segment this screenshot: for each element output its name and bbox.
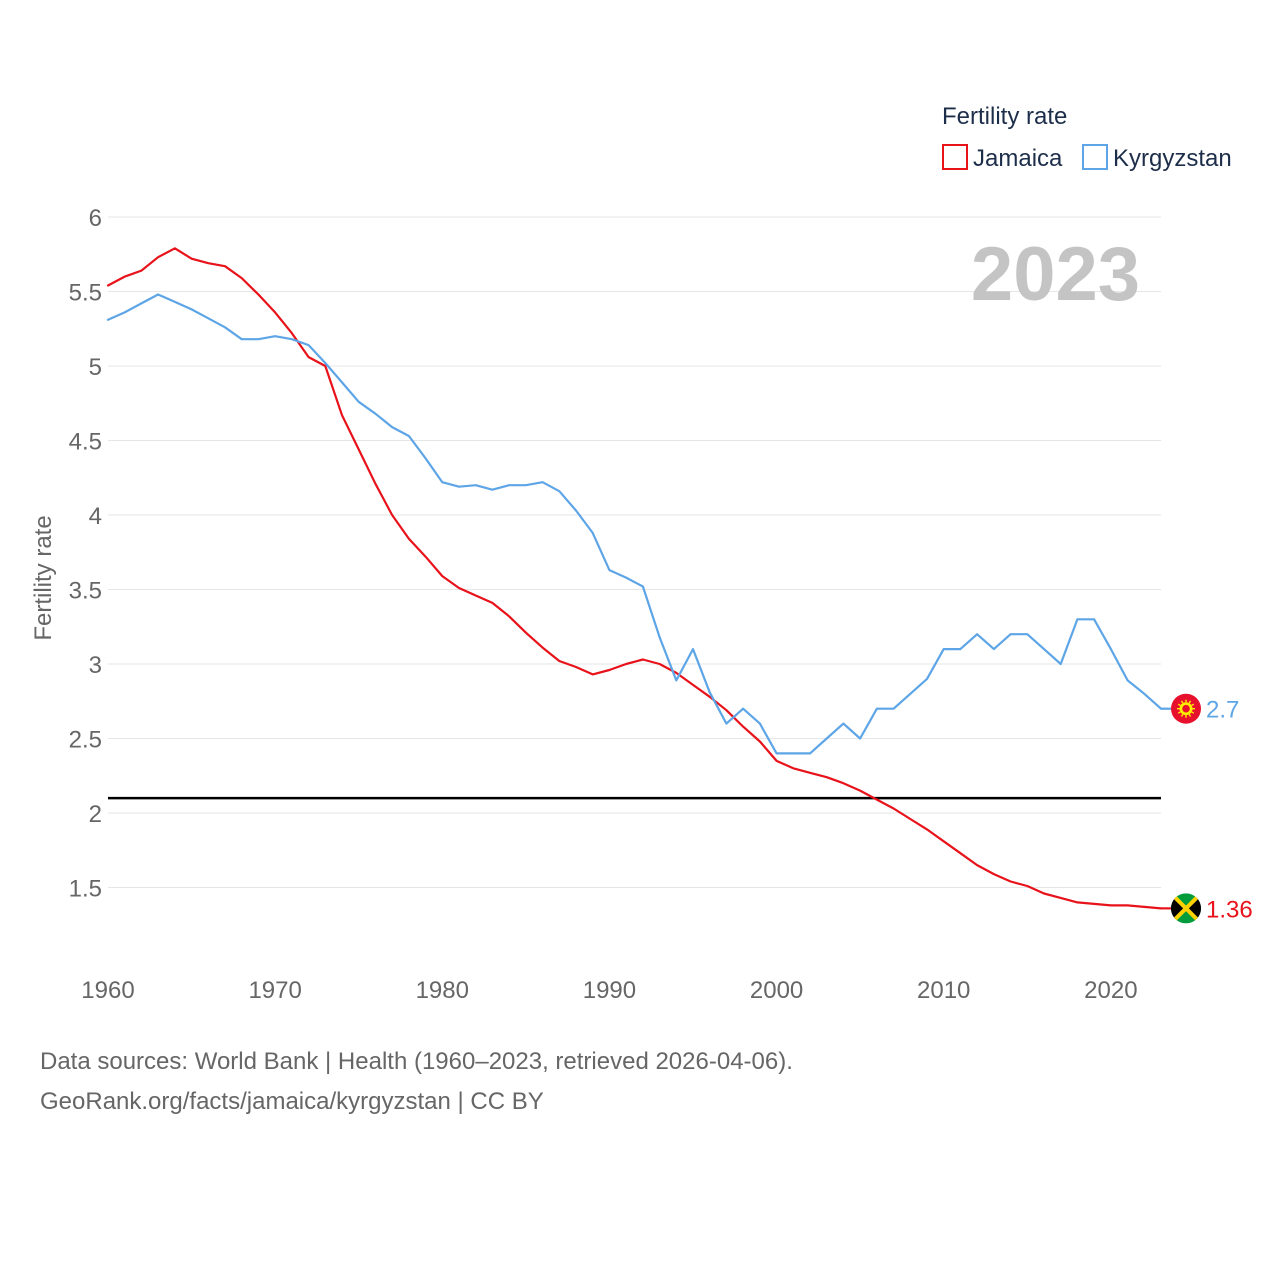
series-line-kyrgyzstan xyxy=(106,293,1163,755)
x-tick-label: 1960 xyxy=(81,977,134,1004)
legend-item-jamaica[interactable]: Jamaica xyxy=(942,144,1063,172)
y-axis-label: Fertility rate xyxy=(30,515,57,640)
end-value-label-jamaica: 1.36 xyxy=(1206,896,1253,923)
legend-label-jamaica: Jamaica xyxy=(973,145,1063,172)
fertility-rate-chart: 1.5 2 2.5 3 3.5 4 4.5 5 5.5 6 1960 1970 1980 1990 200… xyxy=(30,103,1253,1004)
y-tick-label: 3.5 xyxy=(69,578,102,605)
series-lines xyxy=(106,247,1163,910)
y-tick-label: 4 xyxy=(89,503,102,530)
legend-item-kyrgyzstan[interactable]: Kyrgyzstan xyxy=(1082,144,1232,172)
legend-swatch-kyrgyzstan xyxy=(1082,144,1108,170)
jamaica-flag-icon xyxy=(1171,893,1201,924)
y-tick-label: 1.5 xyxy=(69,876,102,903)
x-axis-ticks: 1960 1970 1980 1990 2000 2010 2020 xyxy=(81,977,1137,1004)
legend-title: Fertility rate xyxy=(942,103,1067,130)
x-tick-label: 1970 xyxy=(248,977,301,1004)
y-tick-label: 6 xyxy=(89,205,102,232)
legend: Fertility rate Jamaica Kyrgyzstan xyxy=(942,103,1232,172)
y-tick-label: 2.5 xyxy=(69,727,102,754)
footer-data-sources: Data sources: World Bank | Health (1960–… xyxy=(40,1048,793,1075)
kyrgyzstan-flag-icon xyxy=(1171,693,1201,724)
y-tick-label: 5.5 xyxy=(69,280,102,307)
x-tick-label: 2010 xyxy=(917,977,970,1004)
y-axis-ticks: 1.5 2 2.5 3 3.5 4 4.5 5 5.5 6 xyxy=(69,205,102,903)
series-line-jamaica xyxy=(106,247,1163,910)
end-value-label-kyrgyzstan: 2.7 xyxy=(1206,697,1239,724)
x-tick-label: 2000 xyxy=(750,977,803,1004)
y-tick-label: 4.5 xyxy=(69,429,102,456)
x-tick-label: 1990 xyxy=(583,977,636,1004)
legend-swatch-jamaica xyxy=(942,144,968,170)
footer-attribution: GeoRank.org/facts/jamaica/kyrgyzstan | C… xyxy=(40,1088,544,1115)
y-tick-label: 3 xyxy=(89,652,102,679)
y-tick-label: 5 xyxy=(89,354,102,381)
big-year-label: 2023 xyxy=(971,232,1140,317)
legend-label-kyrgyzstan: Kyrgyzstan xyxy=(1113,145,1232,172)
end-markers: 1.36 2.7 xyxy=(1161,693,1253,924)
gridlines xyxy=(108,216,1161,888)
x-tick-label: 1980 xyxy=(416,977,469,1004)
footer: Data sources: World Bank | Health (1960–… xyxy=(40,1042,793,1122)
y-tick-label: 2 xyxy=(89,801,102,828)
x-tick-label: 2020 xyxy=(1084,977,1137,1004)
